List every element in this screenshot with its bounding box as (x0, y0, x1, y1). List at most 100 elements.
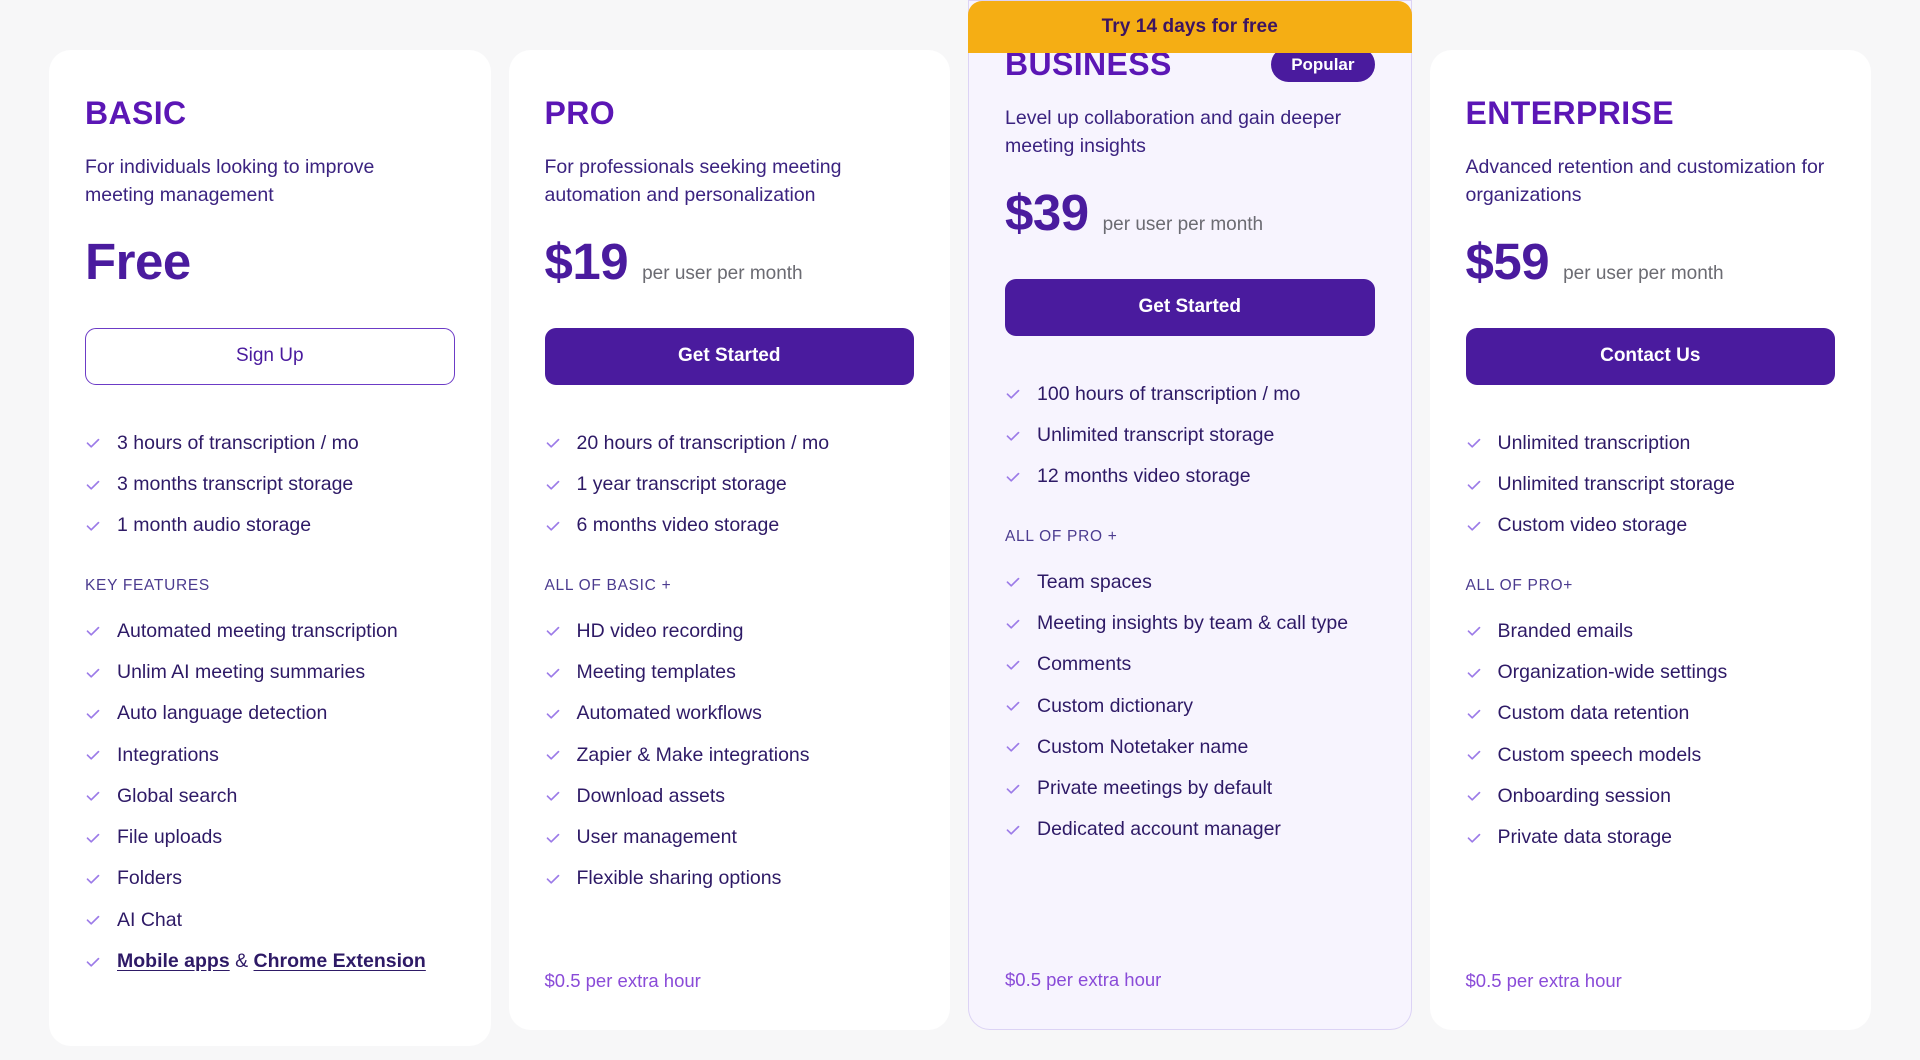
feature-item: Auto language detection (85, 693, 455, 734)
chrome-extension-link[interactable]: Chrome Extension (253, 949, 426, 972)
feature-label: HD video recording (576, 619, 744, 642)
check-icon (545, 518, 561, 534)
feature-item: 100 hours of transcription / mo (1005, 374, 1375, 415)
plan-price: $39 (1005, 183, 1089, 241)
check-icon (85, 706, 101, 722)
check-icon (545, 871, 561, 887)
cta-button-business[interactable]: Get Started (1005, 278, 1375, 336)
feature-label: 20 hours of transcription / mo (576, 431, 830, 454)
check-icon (85, 665, 101, 681)
feature-label: Auto language detection (117, 702, 328, 725)
plan-price-note: per user per month (642, 262, 803, 284)
secondary-feature-list: Automated meeting transcription Unlim AI … (85, 611, 455, 983)
plan-name-row: PRO (544, 95, 915, 131)
plan-price-note: per user per month (1102, 213, 1264, 235)
feature-item: Comments (1005, 644, 1375, 685)
feature-item: Custom speech models (1466, 735, 1836, 776)
feature-item: Custom dictionary (1005, 686, 1375, 727)
check-icon (1466, 747, 1482, 763)
plan-tagline: Level up collaboration and gain deeper m… (1005, 107, 1342, 158)
primary-feature-list: 100 hours of transcription / mo Unlimited… (1005, 374, 1375, 498)
feature-label: Custom dictionary (1037, 694, 1194, 717)
feature-item: Automated meeting transcription (85, 611, 455, 652)
feature-item: User management (545, 817, 915, 858)
spacer (1005, 851, 1375, 959)
feature-label: Branded emails (1497, 619, 1634, 642)
feature-label: Private meetings by default (1037, 777, 1273, 800)
check-icon (1005, 822, 1021, 838)
feature-item: File uploads (85, 817, 455, 858)
plan-tagline: Advanced retention and customization for… (1465, 156, 1825, 207)
spacer (85, 982, 455, 998)
check-icon (85, 912, 101, 928)
feature-item: 1 month audio storage (85, 505, 455, 546)
plan-price: $59 (1465, 232, 1550, 290)
feature-label: Custom video storage (1497, 514, 1688, 537)
feature-label: Custom speech models (1497, 743, 1702, 766)
feature-item: HD video recording (545, 611, 915, 652)
feature-label: Comments (1037, 653, 1132, 676)
feature-label: Custom Notetaker name (1037, 735, 1249, 758)
check-icon (545, 830, 561, 846)
feature-label: Unlimited transcript storage (1497, 473, 1735, 496)
feature-label: Automated workflows (576, 702, 762, 725)
section-label: ALL OF PRO + (1005, 527, 1118, 545)
cta-button-pro[interactable]: Get Started (544, 327, 914, 385)
feature-item: Private data storage (1466, 817, 1836, 858)
plan-name: ENTERPRISE (1465, 95, 1674, 131)
feature-item: 3 months transcript storage (85, 464, 455, 505)
plan-name-row: ENTERPRISE (1465, 95, 1836, 131)
check-icon (1466, 518, 1482, 534)
check-icon (85, 435, 101, 451)
feature-item: 20 hours of transcription / mo (545, 423, 915, 464)
feature-item: Download assets (545, 776, 915, 817)
plan-price-row: $19 per user per month (545, 236, 915, 296)
check-icon (85, 954, 101, 970)
check-icon (545, 477, 561, 493)
feature-item: Integrations (85, 735, 455, 776)
feature-label: Unlim AI meeting summaries (117, 660, 366, 683)
feature-label: 1 year transcript storage (576, 473, 787, 496)
feature-item: 6 months video storage (545, 505, 915, 546)
plan-price-row: $59 per user per month (1466, 236, 1836, 296)
plan-price-note: per user per month (1563, 262, 1724, 284)
section-label: ALL OF PRO+ (1465, 576, 1573, 594)
secondary-feature-list: Branded emails Organization-wide settings… (1466, 611, 1836, 859)
feature-item: Onboarding session (1466, 776, 1836, 817)
check-icon (85, 518, 101, 534)
check-icon (1005, 386, 1021, 402)
primary-feature-list: 3 hours of transcription / mo 3 months tr… (85, 423, 455, 547)
feature-label-links: Mobile apps & Chrome Extension (117, 948, 426, 975)
feature-label: User management (576, 826, 737, 849)
plan-name: PRO (544, 95, 616, 131)
plan-name-row: BASIC (85, 95, 455, 131)
check-icon (1005, 616, 1021, 632)
feature-item: Unlimited transcript storage (1466, 464, 1836, 505)
feature-item: Branded emails (1466, 611, 1836, 652)
check-icon (1005, 698, 1021, 714)
check-icon (1466, 665, 1482, 681)
check-icon (545, 706, 561, 722)
feature-label: Organization-wide settings (1497, 660, 1728, 683)
feature-item: Meeting insights by team & call type (1005, 603, 1375, 644)
section-label: ALL OF BASIC + (544, 576, 672, 594)
feature-item: Unlim AI meeting summaries (85, 652, 455, 693)
check-icon (1466, 623, 1482, 639)
mobile-apps-link[interactable]: Mobile apps (117, 949, 230, 972)
secondary-feature-list: HD video recording Meeting templates Autom… (545, 611, 915, 900)
feature-item: Custom data retention (1466, 693, 1836, 734)
section-label: KEY FEATURES (85, 576, 210, 594)
cta-button-enterprise[interactable]: Contact Us (1465, 327, 1835, 385)
feature-label: Team spaces (1037, 570, 1152, 593)
feature-label: Flexible sharing options (576, 867, 782, 890)
primary-feature-list: 20 hours of transcription / mo 1 year tra… (545, 423, 915, 547)
check-icon (1466, 788, 1482, 804)
feature-item: Flexible sharing options (545, 858, 915, 899)
feature-item: Dedicated account manager (1005, 809, 1375, 850)
cta-button-basic[interactable]: Sign Up (85, 327, 455, 385)
feature-label: 1 month audio storage (117, 514, 312, 537)
plan-name: BASIC (85, 95, 187, 131)
feature-label: 100 hours of transcription / mo (1037, 382, 1301, 405)
check-icon (1466, 477, 1482, 493)
feature-label: Onboarding session (1497, 784, 1671, 807)
